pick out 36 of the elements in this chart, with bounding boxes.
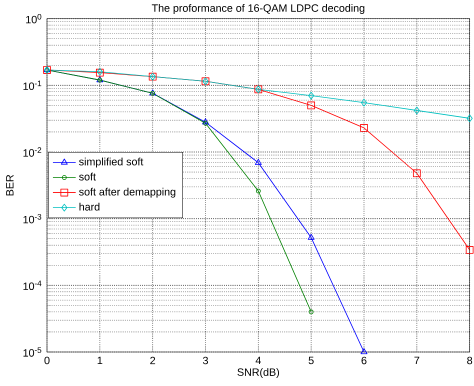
x-tick-label: 8: [467, 356, 472, 364]
point: [360, 348, 368, 354]
x-tick-label: 1: [98, 356, 102, 364]
y-tick-label: 10$^{-2}$: [23, 147, 42, 157]
legend-label: hard: [80, 202, 100, 211]
x-tick-label: 4: [256, 356, 261, 364]
x-tick-label: 7: [414, 356, 420, 364]
y-tick-label: 10$^{-1}$: [23, 80, 42, 90]
point: [466, 246, 474, 254]
legend-label: simplified soft: [79, 158, 144, 168]
y-tick-label: 10$^{-5}$: [23, 347, 42, 357]
x-tick-label: 6: [362, 356, 366, 364]
point: [360, 124, 368, 132]
point: [203, 120, 208, 126]
point: [202, 118, 209, 124]
y-tick-label: 10$^{0}$: [26, 14, 42, 24]
legend-label: soft after demapping: [79, 188, 176, 198]
point: [308, 234, 315, 240]
x-axis-title: SNR(dB): [237, 368, 279, 378]
point: [414, 106, 420, 114]
y-axis-title: BER: [6, 174, 14, 196]
legend-label: soft: [79, 172, 96, 180]
x-tick-label: 2: [150, 356, 156, 364]
x-tick-label: 5: [308, 356, 314, 364]
y-tick-label: 10$^{-3}$: [23, 214, 42, 224]
point: [412, 169, 421, 178]
point: [308, 92, 314, 100]
y-tick-label: 10$^{-4}$: [23, 280, 42, 290]
point: [307, 102, 316, 110]
chart-title: The proformance of 16-QAM LDPC decoding: [152, 4, 364, 14]
point: [361, 98, 367, 107]
point: [256, 188, 261, 194]
x-tick-label: 3: [202, 356, 208, 364]
point: [254, 158, 262, 165]
point: [466, 114, 473, 122]
x-tick-label: 0: [44, 356, 50, 364]
